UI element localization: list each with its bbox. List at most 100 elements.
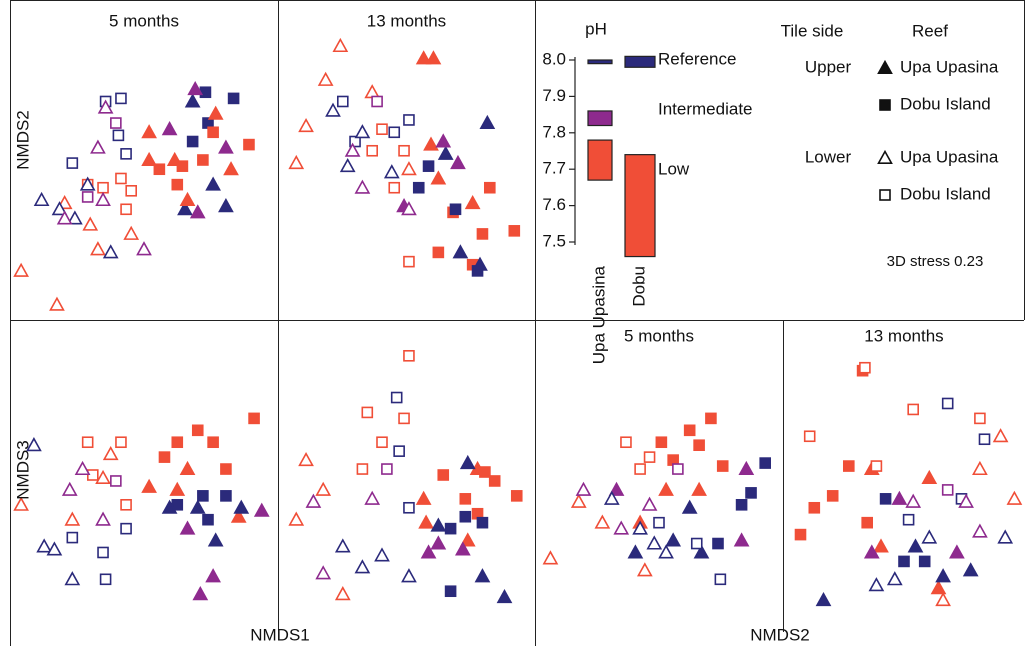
point [415, 50, 432, 65]
point [26, 437, 42, 452]
point [305, 493, 322, 508]
point [325, 102, 341, 117]
point [425, 50, 442, 65]
point [79, 176, 96, 191]
point [158, 451, 171, 463]
point [464, 194, 481, 210]
legend-label: Upa Upasina [900, 57, 999, 76]
point [930, 580, 947, 595]
point [388, 181, 401, 194]
legend-title: Tile side [781, 21, 844, 40]
point [759, 457, 772, 469]
point [81, 436, 94, 449]
point [921, 469, 938, 484]
point [13, 262, 29, 277]
point [315, 481, 332, 496]
point [918, 555, 931, 568]
point [207, 126, 219, 139]
legend-label: Dobu Island [900, 184, 991, 203]
point [1006, 490, 1023, 505]
point [859, 361, 871, 374]
point [658, 481, 674, 496]
point [935, 592, 951, 607]
point [745, 487, 757, 499]
point [403, 349, 415, 362]
point [218, 139, 234, 154]
point [716, 460, 729, 472]
legend-marker [877, 59, 893, 74]
panel-title: 5 months [624, 326, 694, 345]
point [202, 513, 214, 526]
point [97, 546, 109, 559]
point [288, 154, 305, 170]
point [738, 460, 755, 476]
point [74, 460, 91, 476]
point [508, 225, 521, 237]
point [207, 436, 219, 449]
point [120, 522, 132, 535]
point [393, 445, 405, 457]
point [435, 133, 452, 148]
point [349, 135, 361, 148]
point [169, 481, 186, 496]
point [992, 428, 1009, 443]
point [354, 559, 371, 574]
point [690, 537, 703, 550]
point [90, 139, 106, 154]
point [125, 185, 137, 197]
point [46, 541, 63, 556]
point [218, 198, 234, 213]
legend-marker [879, 189, 891, 201]
point [233, 499, 250, 514]
point [317, 71, 334, 86]
point [398, 412, 410, 425]
point [298, 117, 314, 133]
point [868, 577, 885, 592]
point [972, 460, 988, 476]
point [192, 586, 209, 601]
point [403, 501, 415, 514]
point [64, 511, 81, 526]
point [344, 142, 361, 157]
point [476, 228, 489, 240]
point [665, 532, 682, 547]
point [935, 568, 951, 583]
point [179, 460, 196, 476]
point [61, 481, 78, 496]
point [97, 99, 114, 114]
point [354, 124, 371, 139]
point [641, 496, 658, 511]
point [636, 562, 653, 577]
point [683, 424, 696, 437]
point [681, 499, 698, 514]
point [403, 255, 415, 268]
point [962, 562, 979, 577]
y-tick-label: 7.6 [542, 195, 566, 214]
point [430, 517, 447, 532]
point [13, 496, 29, 511]
point [826, 490, 839, 502]
range-bar [587, 139, 613, 181]
panel-title: 13 months [864, 326, 943, 345]
stress-annotation: 3D stress 0.23 [887, 253, 984, 270]
point [123, 225, 140, 240]
point [381, 463, 393, 475]
point [693, 439, 705, 452]
point [223, 161, 239, 176]
point [437, 145, 454, 160]
y-tick-label: 7.9 [542, 86, 566, 105]
point [972, 523, 988, 538]
point [189, 499, 206, 514]
point [978, 433, 991, 446]
point [714, 573, 727, 586]
point [430, 170, 447, 185]
x-axis-label: NMDS1 [250, 625, 310, 644]
point [95, 191, 111, 207]
point [339, 158, 356, 173]
point [401, 161, 417, 176]
point [803, 430, 816, 443]
point [653, 516, 665, 529]
point [186, 135, 199, 148]
point [97, 181, 109, 194]
legend-label: Dobu Island [900, 94, 991, 113]
